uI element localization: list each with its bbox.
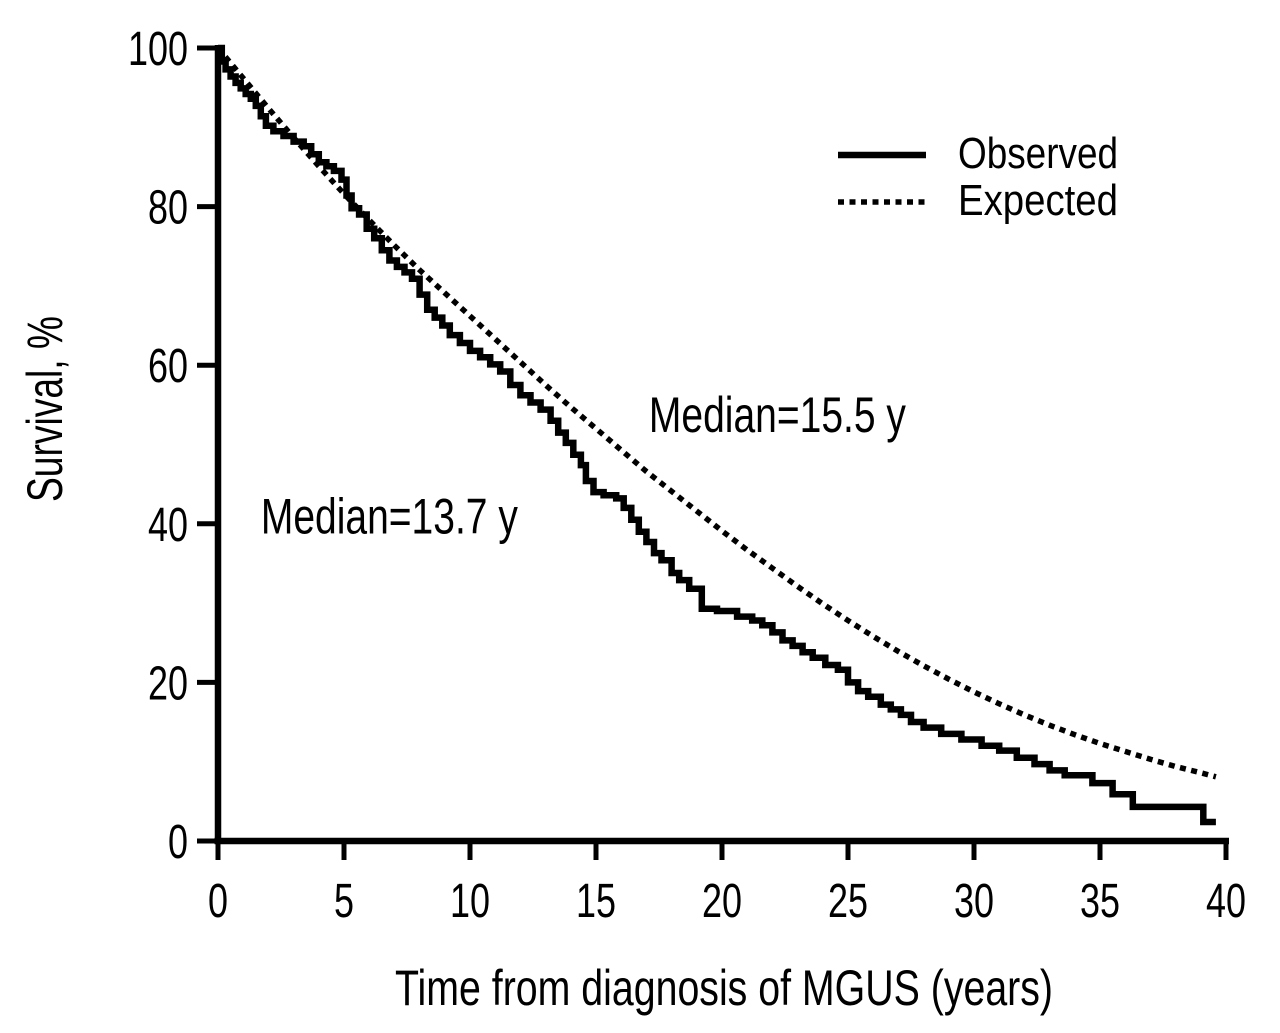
x-tick-label: 10 <box>450 875 490 928</box>
expected-curve <box>215 46 1217 780</box>
median-annotation-expected: Median=15.5 y <box>649 387 906 443</box>
axes-layer: 0 20 40 60 80 100 0 5 10 15 20 25 30 35 40 <box>128 23 1246 928</box>
x-tick-label: 35 <box>1080 875 1120 928</box>
observed-curve <box>218 44 1216 826</box>
x-tick-label: 40 <box>1206 875 1246 928</box>
y-tick-label: 100 <box>128 23 188 76</box>
y-axis-title: Survival, % <box>17 316 73 502</box>
legend-label-observed: Observed <box>958 129 1118 178</box>
x-tick-label: 20 <box>702 875 742 928</box>
y-tick-label: 40 <box>148 499 188 552</box>
y-tick-label: 80 <box>148 182 188 235</box>
x-tick-label: 30 <box>954 875 994 928</box>
median-annotation-observed: Median=13.7 y <box>261 488 518 544</box>
annotations-layer: Median=13.7 y Median=15.5 y <box>261 387 906 545</box>
x-axis-title: Time from diagnosis of MGUS (years) <box>395 960 1053 1016</box>
series-layer <box>215 44 1217 826</box>
y-tick-label: 0 <box>168 816 188 869</box>
x-tick-label: 0 <box>208 875 228 928</box>
x-tick-label: 15 <box>576 875 616 928</box>
y-tick-label: 20 <box>148 657 188 710</box>
x-tick-label: 5 <box>334 875 354 928</box>
y-tick-label: 60 <box>148 340 188 393</box>
legend-label-expected: Expected <box>958 176 1118 225</box>
x-tick-label: 25 <box>828 875 868 928</box>
